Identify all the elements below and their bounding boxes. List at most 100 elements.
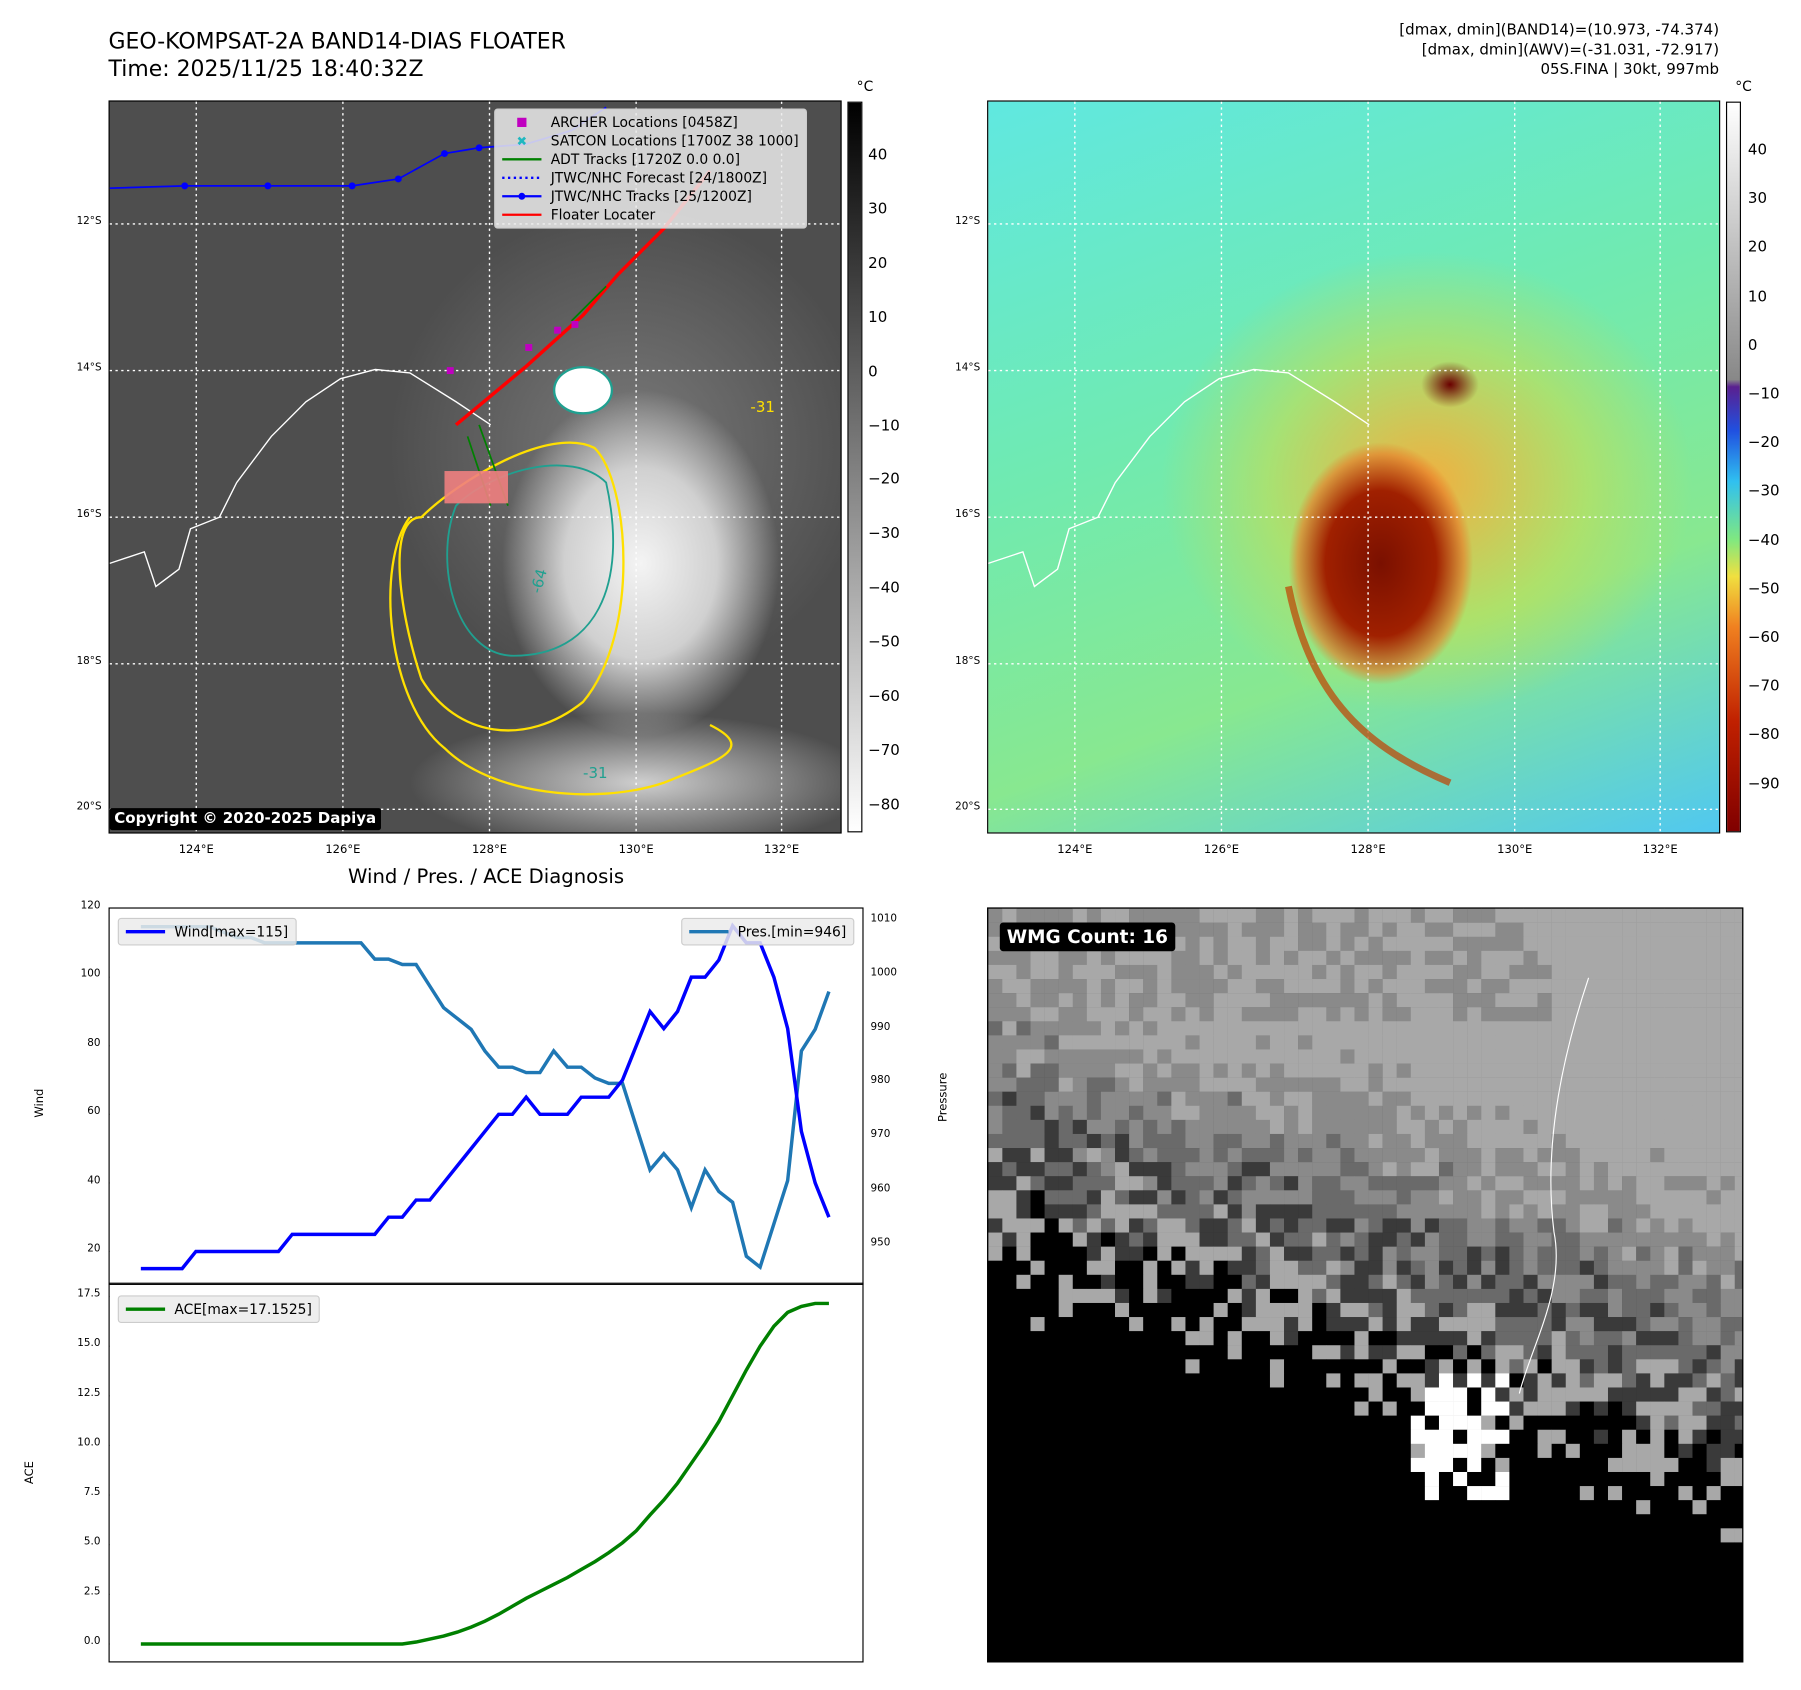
wmg-cell xyxy=(1706,1218,1721,1233)
wmg-cell xyxy=(1129,1302,1144,1318)
wmg-cell xyxy=(1453,908,1468,923)
wmg-cell xyxy=(1143,1626,1158,1642)
wmg-cell xyxy=(1593,1288,1609,1304)
wmg-cell xyxy=(1692,1542,1707,1557)
wmg-cell xyxy=(1607,1007,1623,1022)
wmg-cell xyxy=(1143,1443,1158,1459)
wmg-cell xyxy=(1157,1359,1172,1374)
wmg-cell xyxy=(1678,1486,1693,1501)
colorbar-tick-label: −80 xyxy=(868,796,900,814)
wmg-cell xyxy=(1622,1373,1637,1388)
awv-map[interactable] xyxy=(987,100,1721,834)
wmg-cell xyxy=(1213,1105,1228,1121)
wmg-cell xyxy=(1255,1471,1271,1487)
wmg-cell xyxy=(1199,1091,1214,1107)
wmg-cell xyxy=(1410,1457,1426,1473)
wmg-cell xyxy=(1453,1387,1468,1402)
wmg-cell xyxy=(1340,1570,1355,1585)
wmg-cell xyxy=(1593,1232,1609,1247)
wmg-cell xyxy=(1129,1021,1144,1036)
wmg-cell xyxy=(1622,908,1637,923)
wmg-cell xyxy=(1016,1105,1031,1121)
wmg-cell xyxy=(1143,993,1158,1008)
wmg-cell xyxy=(1396,1401,1412,1416)
wmg-cell xyxy=(1030,1457,1045,1473)
wmg-cell xyxy=(1734,908,1743,923)
wmg-cell xyxy=(1354,1133,1369,1149)
wmg-cell xyxy=(1255,1584,1271,1599)
wmg-cell xyxy=(1326,1218,1341,1233)
wmg-cell xyxy=(1058,1471,1073,1487)
ace-tick-label: 17.5 xyxy=(77,1288,101,1300)
wmg-cell xyxy=(1706,1373,1721,1388)
wmg-cell xyxy=(1734,1317,1743,1332)
wmg-cell xyxy=(1650,1288,1665,1304)
wmg-cell xyxy=(1410,1232,1426,1247)
wmg-cell xyxy=(1100,1486,1116,1501)
wmg-cell xyxy=(1016,1288,1031,1304)
wmg-cell xyxy=(1720,1331,1735,1346)
wmg-cell xyxy=(1579,993,1595,1008)
wmg-cell xyxy=(1593,1387,1609,1402)
wmg-cell xyxy=(1453,1655,1468,1662)
wmg-cell xyxy=(1115,1528,1130,1543)
wmg-cell xyxy=(1354,1162,1369,1177)
wmg-cell xyxy=(1298,1401,1313,1416)
wmg-cell xyxy=(1129,1641,1144,1656)
wmg-cell xyxy=(1424,1429,1440,1445)
wmg-cell xyxy=(1340,1528,1355,1543)
wmg-cell xyxy=(1269,1514,1285,1529)
wmg-cell xyxy=(1495,1035,1510,1050)
wmg-cell xyxy=(1622,1190,1637,1205)
wmg-cell xyxy=(1622,1528,1637,1543)
wmg-cell xyxy=(1058,1612,1073,1628)
wmg-cell xyxy=(1030,1542,1045,1557)
wmg-cell xyxy=(1481,1345,1496,1360)
wmg-cell xyxy=(1692,1302,1707,1318)
wmg-cell xyxy=(1241,1486,1257,1501)
wmg-cell xyxy=(1424,1641,1440,1656)
wmg-cell xyxy=(1438,1626,1454,1642)
wmg-cell xyxy=(1565,1119,1581,1135)
wmg-cell xyxy=(1565,1091,1581,1107)
wmg-cell xyxy=(1100,1626,1116,1642)
wmg-cell xyxy=(1129,1542,1144,1557)
wmg-cell xyxy=(1467,1612,1482,1628)
wmg-cell xyxy=(1213,1500,1228,1515)
wmg-cell xyxy=(1650,1091,1665,1107)
wmg-cell xyxy=(1171,950,1186,966)
wmg-cell xyxy=(1100,1429,1116,1445)
wmg-cell xyxy=(1227,1063,1243,1078)
wmg-cell xyxy=(1382,908,1397,923)
wmg-cell xyxy=(1706,1387,1721,1402)
wmg-cell xyxy=(1678,1612,1693,1628)
wmg-cell xyxy=(1678,1274,1693,1290)
wmg-cell xyxy=(1495,1655,1510,1662)
wmg-cell xyxy=(1340,1443,1355,1459)
wmg-cell xyxy=(1438,1049,1454,1064)
wmg-cell xyxy=(1664,1584,1679,1599)
wmg-cell xyxy=(1650,1105,1665,1121)
wmg-cell xyxy=(1523,1612,1538,1628)
wmg-cell xyxy=(1157,1598,1172,1614)
ir-map[interactable]: -64 -31 -31 Copyright © 2020-2025 Dapiya… xyxy=(108,100,842,834)
wmg-cell xyxy=(1537,1655,1552,1662)
ace-tick-label: 12.5 xyxy=(77,1387,101,1400)
wmg-cell xyxy=(1467,1246,1482,1261)
wmg-cell xyxy=(1396,1387,1412,1402)
wmg-cell xyxy=(1720,1345,1735,1360)
wmg-cell xyxy=(1129,1331,1144,1346)
wmg-cell xyxy=(1171,1063,1186,1078)
wmg-cell xyxy=(1551,1007,1566,1022)
wmg-cell xyxy=(1734,1584,1743,1599)
wmg-cell xyxy=(1650,993,1665,1008)
wmg-cell xyxy=(1396,1641,1412,1656)
wmg-cell xyxy=(1607,1021,1623,1036)
wmg-cell xyxy=(1298,1387,1313,1402)
wmg-cell xyxy=(1100,1105,1116,1121)
wmg-cell xyxy=(1298,1598,1313,1614)
wmg-cell xyxy=(1298,1415,1313,1430)
wmg-cell xyxy=(1016,1486,1031,1501)
wmg-cell xyxy=(1199,1133,1214,1149)
wmg-cell xyxy=(1284,1443,1299,1459)
